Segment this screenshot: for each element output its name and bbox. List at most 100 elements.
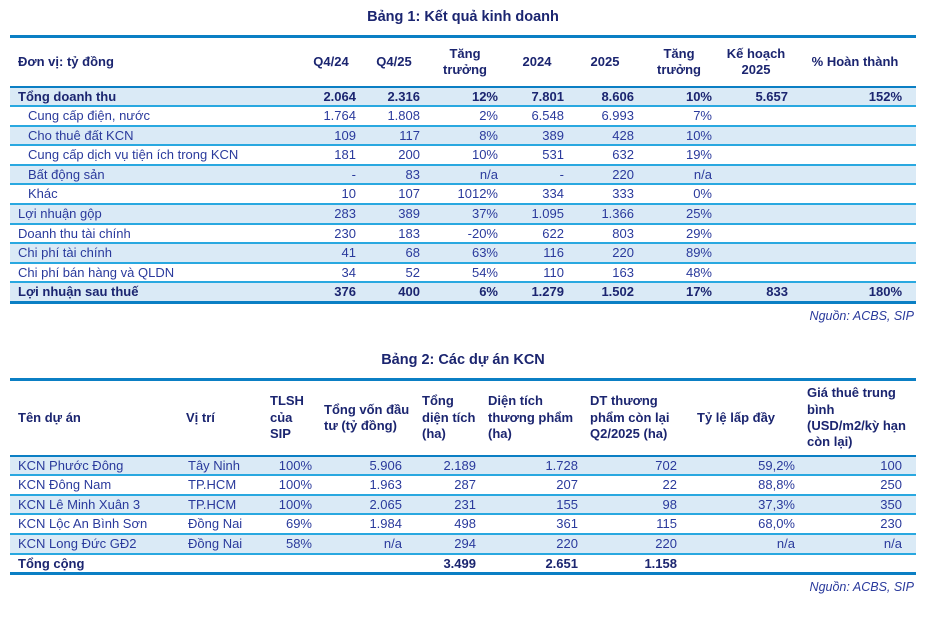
- cell: 1.158: [644, 555, 677, 571]
- cell: 8.606: [601, 88, 634, 104]
- cell: Đồng Nai: [188, 516, 243, 532]
- cell: 283: [334, 206, 356, 222]
- cell: 83: [405, 166, 420, 182]
- report-page: Bảng 1: Kết quả kinh doanh Đơn vị: tỷ đồ…: [10, 9, 916, 594]
- cell: TP.HCM: [188, 477, 237, 493]
- cell: 19%: [685, 147, 712, 163]
- cell: 52: [405, 264, 420, 280]
- cell: 287: [454, 477, 476, 493]
- table-row-kcn-loc-an-binh-son: KCN Lộc An Bình Sơn Đồng Nai 69% 1.984 4…: [10, 514, 916, 534]
- table-row-financial-income: Doanh thu tài chính 230 183 -20% 622 803…: [10, 223, 916, 244]
- cell: 334: [542, 186, 564, 202]
- table-row-kcn-dong-nam: KCN Đông Nam TP.HCM 100% 1.963 287 207 2…: [10, 475, 916, 495]
- table1-header-row: Đơn vị: tỷ đồng Q4/24 Q4/25 Tăng trưởng …: [10, 37, 916, 87]
- cell: 10: [341, 186, 356, 202]
- col-header-plan-2025: Kế hoạch 2025: [726, 45, 786, 77]
- row-label: KCN Long Đức GĐ2: [18, 535, 137, 551]
- cell: 115: [656, 516, 677, 532]
- cell: 803: [612, 225, 634, 241]
- cell: 632: [612, 147, 634, 163]
- table-row-kcn-le-minh-xuan-3: KCN Lê Minh Xuân 3 TP.HCM 100% 2.065 231…: [10, 494, 916, 515]
- cell: 155: [556, 496, 578, 512]
- cell: 54%: [471, 264, 498, 280]
- cell: 10%: [685, 88, 712, 104]
- col-header-pct-complete: % Hoàn thành: [811, 53, 899, 69]
- cell: -: [559, 166, 564, 182]
- cell: [718, 263, 794, 283]
- col-header-occupancy-rate: Tỷ lệ lấp đầy: [697, 409, 776, 425]
- row-label: Chi phí bán hàng và QLDN: [18, 264, 175, 280]
- col-header-total-area: Tổng diện tích (ha): [422, 393, 476, 441]
- cell: 1.728: [545, 457, 578, 473]
- cell: 89%: [685, 245, 712, 261]
- cell: 69%: [285, 516, 312, 532]
- cell: [794, 243, 916, 263]
- row-label: Tổng doanh thu: [18, 88, 117, 104]
- table-row-other: Khác 10 107 1012% 334 333 0%: [10, 184, 916, 204]
- cell: [794, 145, 916, 165]
- col-header-sip-ownership: TLSH của SIP: [270, 393, 304, 441]
- row-label: Cung cấp dịch vụ tiện ích trong KCN: [28, 147, 239, 163]
- cell: 389: [542, 127, 564, 143]
- cell: 1.984: [369, 516, 402, 532]
- cell: [318, 554, 416, 574]
- row-label: Tổng cộng: [18, 555, 85, 571]
- row-label: Cung cấp điện, nước: [28, 108, 151, 124]
- cell: 294: [454, 535, 476, 551]
- cell: n/a: [693, 166, 712, 182]
- cell: 88,8%: [758, 477, 795, 493]
- cell: 220: [556, 535, 578, 551]
- cell: 10%: [685, 127, 712, 143]
- cell: 68,0%: [758, 516, 795, 532]
- col-header-q4-24: Q4/24: [313, 53, 349, 69]
- row-label: Chi phí tài chính: [18, 245, 112, 261]
- cell: [718, 224, 794, 244]
- cell: 48%: [685, 264, 712, 280]
- table-row-total-revenue: Tổng doanh thu 2.064 2.316 12% 7.801 8.6…: [10, 86, 916, 107]
- table-row-kcn-phuoc-dong: KCN Phước Đông Tây Ninh 100% 5.906 2.189…: [10, 455, 916, 476]
- cell: -20%: [467, 225, 498, 241]
- cell: 702: [655, 457, 677, 473]
- table2-header-row: Tên dự án Vị trí TLSH của SIP Tổng vốn đ…: [10, 380, 916, 456]
- cell: [718, 184, 794, 204]
- table2-title: Bảng 2: Các dự án KCN: [381, 352, 545, 369]
- table-row-real-estate: Bất động sản - 83 n/a - 220 n/a: [10, 164, 916, 185]
- cell: [794, 165, 916, 185]
- cell: 98: [662, 496, 677, 512]
- row-label: Bất động sản: [28, 166, 105, 182]
- cell: 833: [766, 284, 788, 300]
- cell: 116: [543, 245, 564, 261]
- cell: n/a: [776, 535, 795, 551]
- col-header-commercial-area: Diện tích thương phẩm (ha): [488, 393, 574, 441]
- col-header-2024: 2024: [522, 53, 552, 69]
- cell: 2.065: [369, 496, 402, 512]
- cell: -: [351, 166, 356, 182]
- cell: 333: [612, 186, 634, 202]
- cell: n/a: [883, 535, 902, 551]
- cell: 350: [880, 496, 902, 512]
- cell: 1.279: [531, 284, 564, 300]
- cell: [691, 554, 801, 574]
- cell: [718, 204, 794, 224]
- cell: 498: [454, 516, 476, 532]
- cell: 6.548: [531, 108, 564, 124]
- cell: [718, 243, 794, 263]
- cell: n/a: [383, 535, 402, 551]
- cell: 22: [662, 477, 677, 493]
- table-row-utility-services: Cung cấp dịch vụ tiện ích trong KCN 181 …: [10, 145, 916, 165]
- cell: 37,3%: [758, 496, 795, 512]
- cell: 181: [334, 147, 356, 163]
- table-row-land-lease: Cho thuê đất KCN 109 117 8% 389 428 10%: [10, 125, 916, 146]
- cell: 250: [880, 477, 902, 493]
- cell: 29%: [685, 225, 712, 241]
- cell: 25%: [685, 206, 712, 222]
- cell: [794, 224, 916, 244]
- cell: 107: [398, 186, 420, 202]
- col-header-project-name: Tên dự án: [18, 409, 81, 425]
- cell: TP.HCM: [188, 496, 237, 512]
- cell: 230: [334, 225, 356, 241]
- cell: 1.366: [601, 206, 634, 222]
- cell: 231: [454, 496, 476, 512]
- col-header-avg-rent: Giá thuê trung bình (USD/m2/kỳ hạn còn l…: [807, 385, 906, 450]
- cell: 183: [398, 225, 420, 241]
